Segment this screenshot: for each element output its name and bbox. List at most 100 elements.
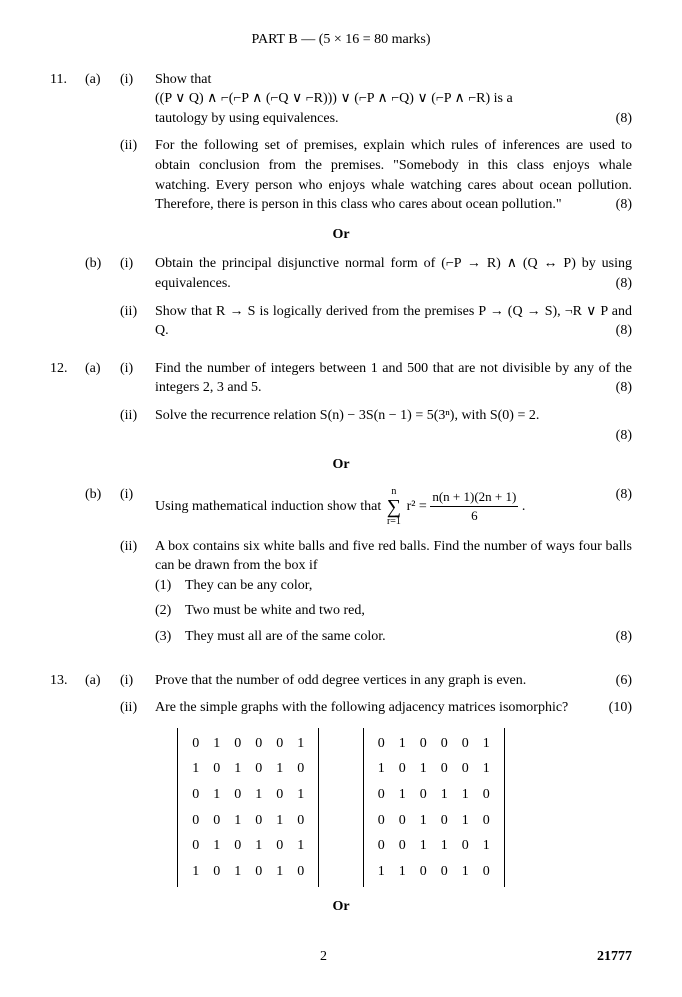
matrix-cell: 0 (186, 783, 205, 807)
q11-a-ii-text: For the following set of premises, expla… (155, 138, 632, 212)
matrix-1: 010001101010010101001010010101101010 (177, 728, 319, 888)
q12-number: 12. (50, 359, 85, 379)
matrix-cell: 1 (186, 860, 205, 884)
matrix-cell: 0 (456, 757, 475, 781)
matrix-cell: 0 (414, 783, 433, 807)
q11-b-ii-marks: (8) (616, 321, 632, 341)
matrix-cell: 1 (228, 757, 247, 781)
matrix-cell: 0 (414, 860, 433, 884)
matrix-cell: 1 (270, 809, 289, 833)
matrix-cell: 0 (270, 834, 289, 858)
adjacency-matrices: 010001101010010101001010010101101010 010… (50, 728, 632, 888)
matrix-cell: 0 (249, 860, 268, 884)
matrix-cell: 0 (435, 809, 454, 833)
matrix-cell: 1 (477, 834, 496, 858)
matrix-cell: 1 (414, 834, 433, 858)
sub-2: (2) (155, 601, 185, 621)
q11-a-ii-marks: (8) (616, 195, 632, 215)
q11-part-b: (b) (85, 254, 120, 274)
q11-a-i-body: Show that ((P ∨ Q) ∧ ⌐(⌐P ∧ (⌐Q ∨ ⌐R))) … (155, 70, 632, 129)
q12-part-a: (a) (85, 359, 120, 379)
matrix-cell: 1 (456, 783, 475, 807)
matrix-cell: 0 (372, 732, 391, 756)
matrix-cell: 0 (249, 732, 268, 756)
q12-b-ii-1: They can be any color, (185, 576, 312, 596)
part-header: PART B — (5 × 16 = 80 marks) (50, 30, 632, 50)
matrix-cell: 1 (435, 783, 454, 807)
q12-b-i: (i) (120, 485, 155, 505)
matrix-cell: 0 (477, 809, 496, 833)
q13-a-ii: (ii) (120, 698, 155, 718)
q12-b-ii-marks: (8) (616, 627, 632, 647)
q12-a-ii-marks: (8) (616, 428, 632, 443)
matrix-cell: 1 (207, 834, 226, 858)
matrix-cell: 1 (228, 860, 247, 884)
matrix-cell: 1 (414, 809, 433, 833)
matrix-cell: 1 (414, 757, 433, 781)
question-12: 12. (a) (i) Find the number of integers … (50, 359, 632, 653)
matrix-cell: 0 (207, 809, 226, 833)
matrix-cell: 1 (393, 783, 412, 807)
q13-a-ii-marks: (10) (609, 698, 632, 718)
matrix-cell: 1 (456, 860, 475, 884)
q12-b-ii-text: A box contains six white balls and five … (155, 539, 632, 574)
matrix-cell: 1 (186, 757, 205, 781)
q12-a-ii: (ii) (120, 406, 155, 426)
matrix-cell: 1 (207, 732, 226, 756)
q13-a-i: (i) (120, 671, 155, 691)
matrix-cell: 1 (456, 809, 475, 833)
matrix-cell: 1 (249, 834, 268, 858)
question-11: 11. (a) (i) Show that ((P ∨ Q) ∧ ⌐(⌐P ∧ … (50, 70, 632, 341)
q11-b-i-text: Obtain the principal disjunctive normal … (155, 256, 632, 291)
matrix-cell: 0 (270, 732, 289, 756)
matrix-2: 010001101001010110001010001101110010 (363, 728, 505, 888)
matrix-cell: 1 (249, 783, 268, 807)
matrix-cell: 0 (477, 860, 496, 884)
q12-a-ii-text: Solve the recurrence relation S(n) − 3S(… (155, 408, 539, 423)
matrix-cell: 0 (207, 860, 226, 884)
matrix-cell: 0 (393, 757, 412, 781)
matrix-cell: 0 (372, 783, 391, 807)
matrix-cell: 0 (186, 732, 205, 756)
matrix-cell: 0 (228, 783, 247, 807)
matrix-cell: 0 (291, 757, 310, 781)
matrix-cell: 0 (186, 809, 205, 833)
q13-part-a: (a) (85, 671, 120, 691)
q12-or: Or (50, 455, 632, 475)
matrix-cell: 0 (207, 757, 226, 781)
q11-b-i-body: Obtain the principal disjunctive normal … (155, 254, 632, 293)
q11-part-a: (a) (85, 70, 120, 90)
q13-a-i-body: Prove that the number of odd degree vert… (155, 671, 632, 691)
q13-number: 13. (50, 671, 85, 691)
matrix-cell: 0 (435, 732, 454, 756)
q11-a-i-marks: (8) (616, 109, 632, 129)
matrix-cell: 1 (228, 809, 247, 833)
q12-b-ii-2: Two must be white and two red, (185, 601, 365, 621)
q12-b-i-text: Using mathematical induction show that (155, 499, 385, 514)
matrix-cell: 0 (270, 783, 289, 807)
matrix-cell: 0 (372, 809, 391, 833)
q12-a-i-text: Find the number of integers between 1 an… (155, 361, 632, 396)
matrix-cell: 0 (372, 834, 391, 858)
sub-1: (1) (155, 576, 185, 596)
q13-a-i-marks: (6) (616, 671, 632, 691)
q11-a-i-formula: ((P ∨ Q) ∧ ⌐(⌐P ∧ (⌐Q ∨ ⌐R))) ∨ (⌐P ∧ ⌐Q… (155, 91, 513, 106)
q13-a-ii-body: Are the simple graphs with the following… (155, 698, 632, 718)
matrix-cell: 1 (291, 732, 310, 756)
matrix-cell: 0 (393, 834, 412, 858)
matrix-cell: 0 (249, 757, 268, 781)
q13-a-i-text: Prove that the number of odd degree vert… (155, 673, 526, 688)
q11-or: Or (50, 225, 632, 245)
q12-b-ii-3: They must all are of the same color. (185, 629, 386, 644)
matrix-cell: 1 (435, 834, 454, 858)
q12-b-ii: (ii) (120, 537, 155, 557)
q11-a-i: (i) (120, 70, 155, 90)
matrix-cell: 0 (249, 809, 268, 833)
q13-or: Or (50, 897, 632, 917)
q11-b-i-marks: (8) (616, 274, 632, 294)
q12-b-i-body: Using mathematical induction show that n… (155, 485, 632, 529)
paper-code: 21777 (597, 947, 632, 967)
matrix-cell: 0 (414, 732, 433, 756)
q11-a-i-intro: Show that (155, 72, 211, 87)
matrix-cell: 1 (477, 757, 496, 781)
